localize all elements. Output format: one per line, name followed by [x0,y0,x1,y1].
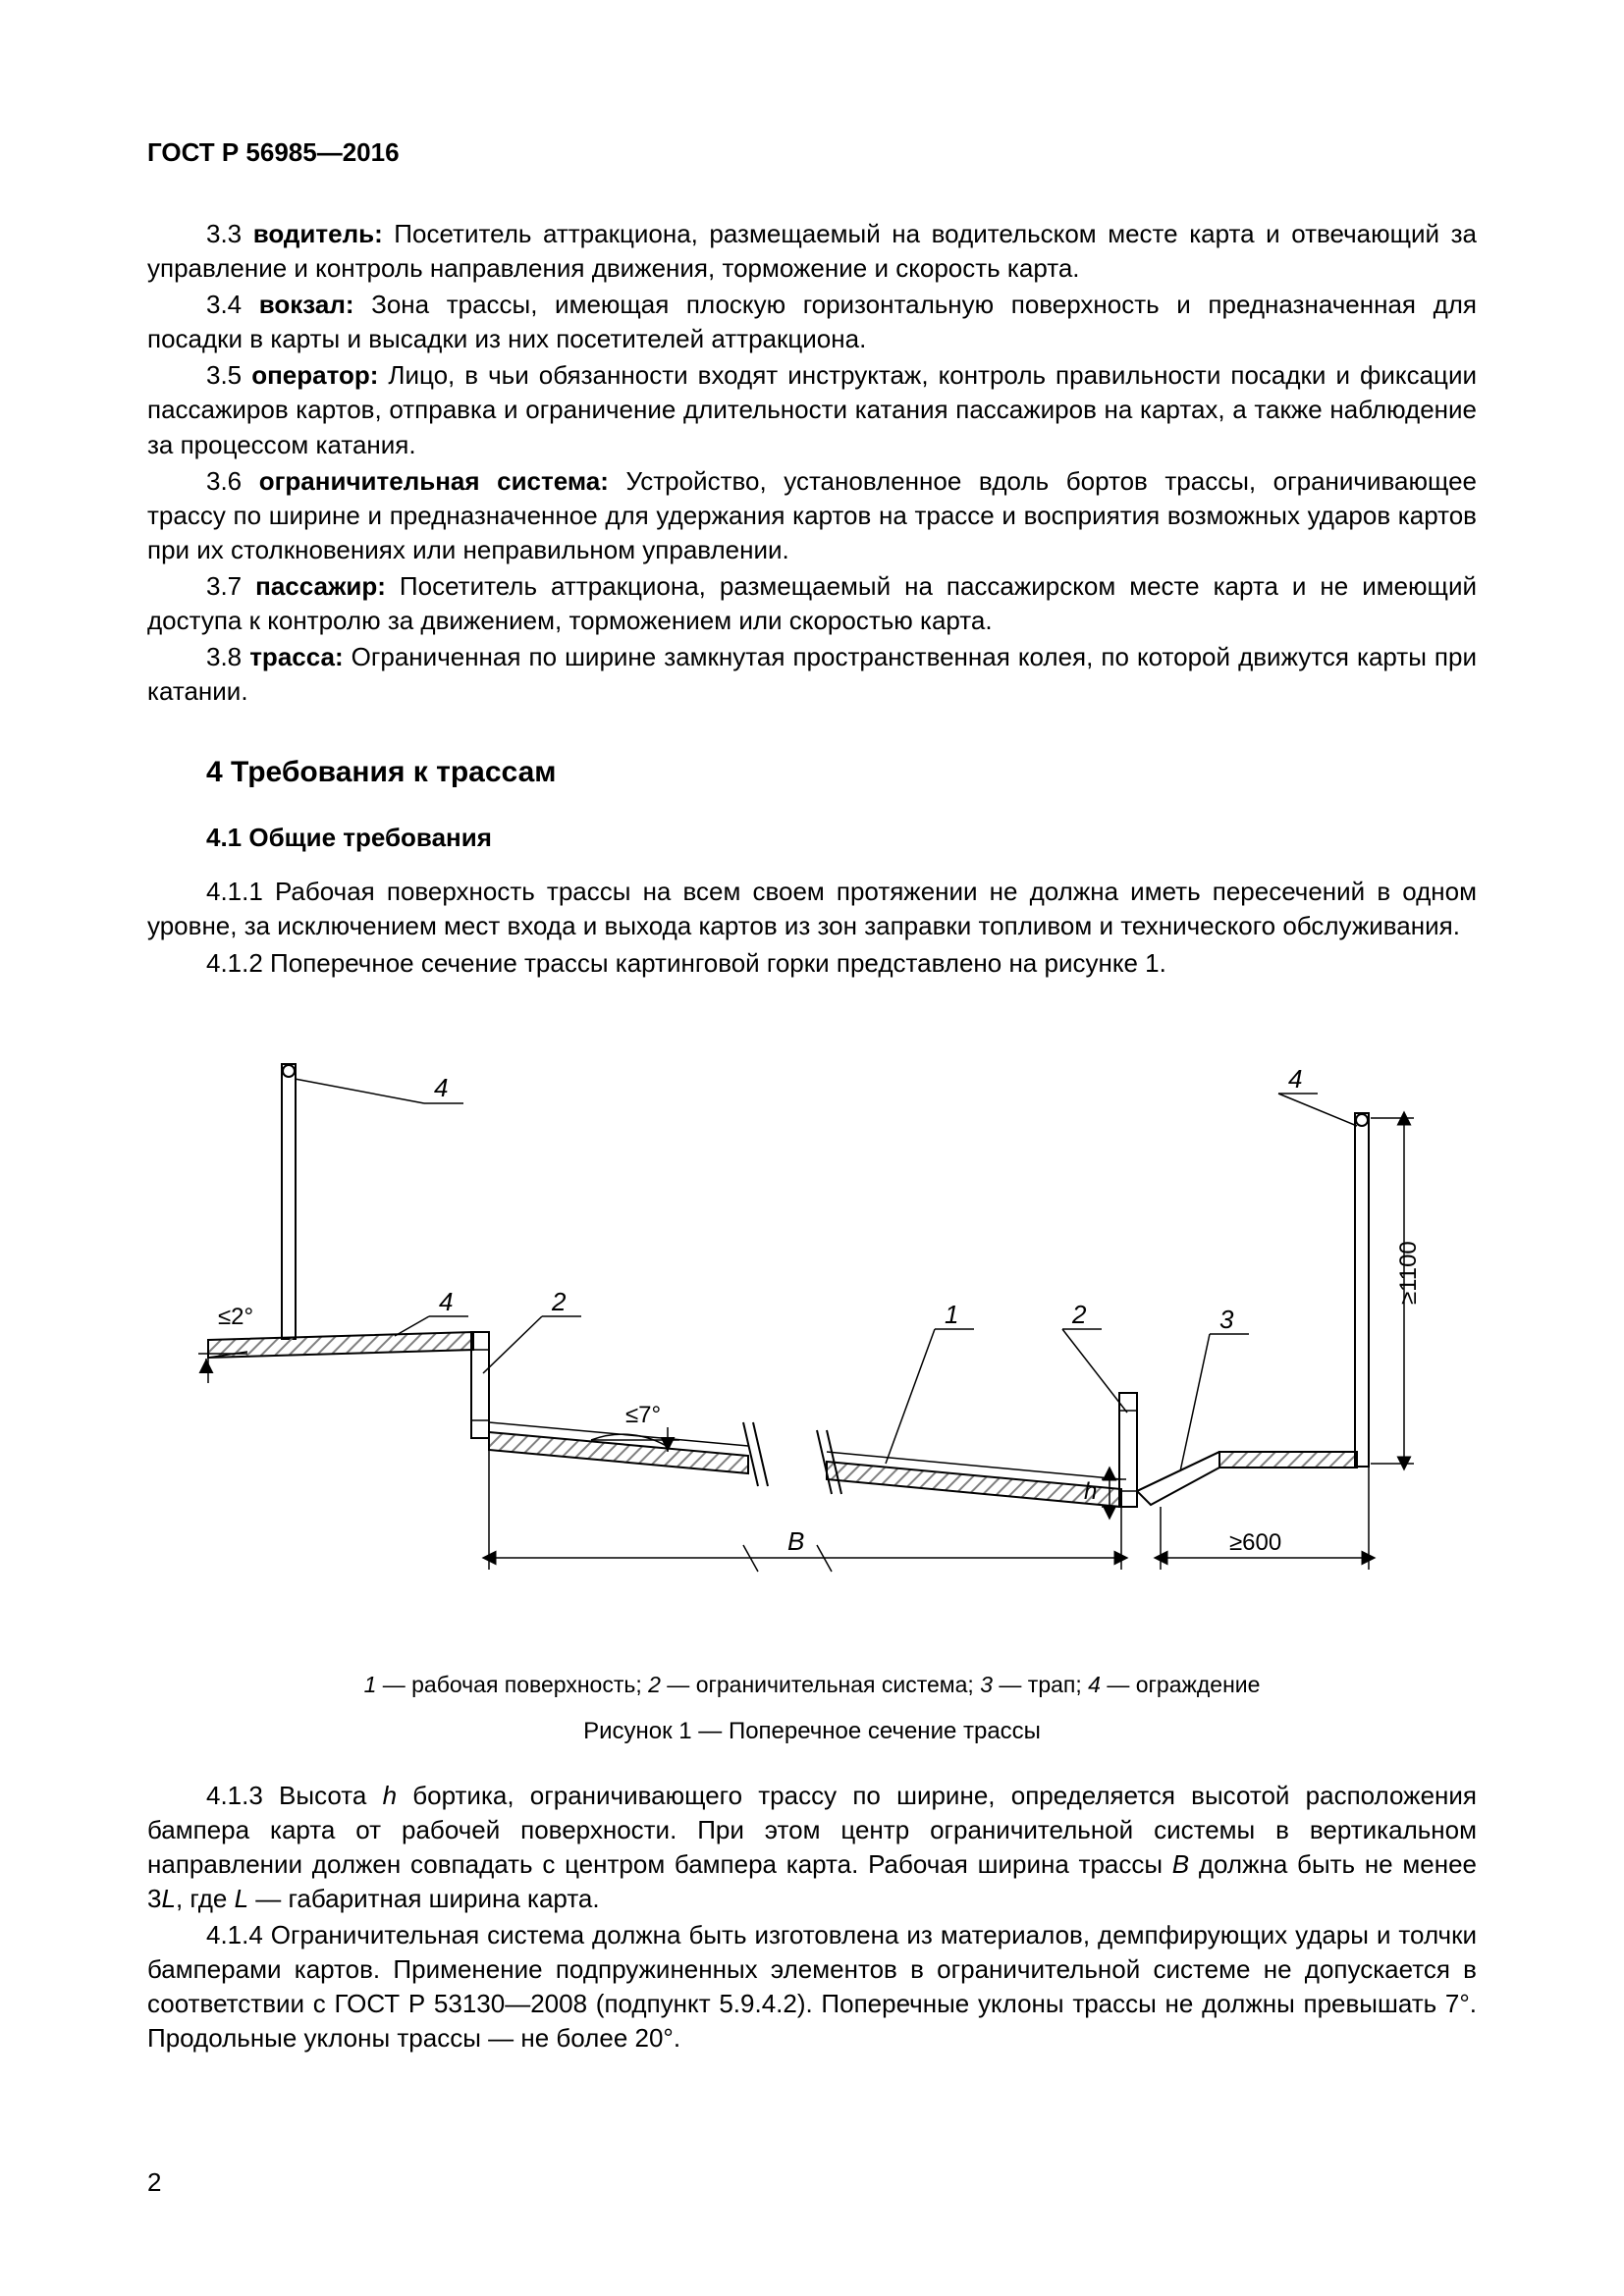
ref-1: 1 [945,1300,958,1329]
figure-legend: 1 — рабочая поверхность; 2 — ограничител… [147,1672,1477,1698]
ref-4b: 4 [439,1287,453,1316]
ref-4c: 4 [1288,1064,1302,1094]
fence-right [1355,1113,1369,1467]
track-surface [489,1422,1121,1507]
def-3-3: 3.3 водитель: Посетитель аттракциона, ра… [147,217,1477,286]
walkway-right [1219,1452,1357,1468]
label-B: B [787,1526,804,1556]
leader-1 [886,1329,935,1464]
para-4-1-3: 4.1.3 Высота h бортика, ограничивающего … [147,1779,1477,1916]
page-content: ГОСТ Р 56985—2016 3.3 водитель: Посетите… [0,0,1624,2136]
para-4-1-2: 4.1.2 Поперечное сечение трассы картинго… [147,946,1477,981]
para-4-1-1: 4.1.1 Рабочая поверхность трассы на всем… [147,875,1477,943]
def-3-4: 3.4 вокзал: Зона трассы, имеющая плоскую… [147,288,1477,356]
definitions-block: 3.3 водитель: Посетитель аттракциона, ра… [147,217,1477,709]
para-4-1-4: 4.1.4 Ограничительная система должна быт… [147,1918,1477,2056]
dim-B [489,1450,1121,1572]
label-angle-7: ≤7° [625,1402,661,1428]
figure-1-svg: ≤2° [179,1020,1445,1648]
section-4-heading: 4 Требования к трассам [206,756,1477,789]
doc-header: ГОСТ Р 56985—2016 [147,137,1477,168]
ref-3: 3 [1219,1305,1234,1334]
def-3-8: 3.8 трасса: Ограниченная по ширине замкн… [147,640,1477,709]
fence-left [282,1064,296,1339]
def-3-6: 3.6 ограничительная система: Устройство,… [147,464,1477,567]
leader-2-left [483,1316,542,1373]
page-number: 2 [147,2167,161,2198]
ref-2a: 2 [551,1287,567,1316]
figure-1: ≤2° [147,1020,1477,1745]
label-h: h [1084,1478,1097,1505]
ref-2b: 2 [1071,1300,1087,1329]
label-angle-2: ≤2° [218,1304,253,1330]
label-600: ≥600 [1229,1529,1281,1556]
walkway-left [208,1332,473,1358]
leader-3 [1180,1334,1210,1471]
section-4-1-heading: 4.1 Общие требования [206,823,1477,853]
leader-4-left [295,1079,424,1103]
def-3-7: 3.7 пассажир: Посетитель аттракциона, ра… [147,569,1477,638]
label-1100: ≥1100 [1395,1241,1422,1305]
figure-caption: Рисунок 1 — Поперечное сечение трассы [147,1718,1477,1745]
leader-4-right [1278,1094,1357,1126]
def-3-5: 3.5 оператор: Лицо, в чьи обязанности вх… [147,358,1477,461]
ref-4a: 4 [434,1073,448,1102]
leader-2-right [1062,1329,1127,1413]
